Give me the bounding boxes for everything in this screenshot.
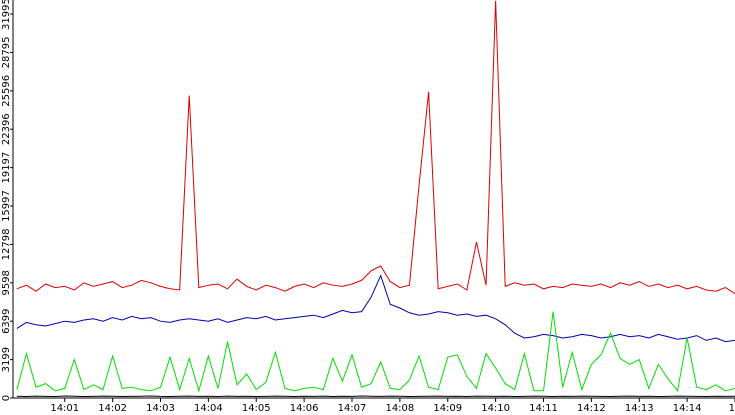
x-tick-label: 14:01	[50, 403, 79, 414]
x-tick-label: 14:09	[433, 403, 462, 414]
series-line	[16, 311, 735, 393]
y-tick-label: 0	[1, 395, 12, 401]
x-tick-label: 14:12	[577, 403, 606, 414]
y-tick-label: 3199	[1, 347, 12, 372]
x-tick-label: 14:08	[385, 403, 414, 414]
x-tick-label: 14:05	[242, 403, 271, 414]
x-tick-label: 14:10	[481, 403, 510, 414]
y-tick-label: 22396	[1, 113, 12, 145]
y-tick-label: 19197	[1, 152, 12, 184]
x-tick-label: 14	[729, 403, 735, 414]
y-tick-label: 6399	[1, 308, 12, 333]
x-tick-label: 14:03	[146, 403, 175, 414]
y-tick-label: 9598	[1, 270, 12, 295]
x-tick-label: 14:11	[529, 403, 558, 414]
x-tick-label: 14:13	[625, 403, 654, 414]
x-tick-label: 14:14	[673, 403, 702, 414]
x-tick-label: 14:02	[98, 403, 127, 414]
x-tick-label: 14:04	[194, 403, 223, 414]
y-tick-label: 31995	[1, 0, 12, 30]
y-tick-label: 12798	[1, 229, 12, 261]
x-tick-label: 14:06	[290, 403, 319, 414]
y-tick-label: 28795	[1, 37, 12, 69]
x-tick-label: 14:07	[338, 403, 367, 414]
series-line	[16, 395, 735, 398]
series-line	[16, 0, 735, 295]
series-line	[16, 274, 735, 343]
y-tick-label: 25596	[1, 75, 12, 107]
y-tick-label: 15997	[1, 190, 12, 222]
